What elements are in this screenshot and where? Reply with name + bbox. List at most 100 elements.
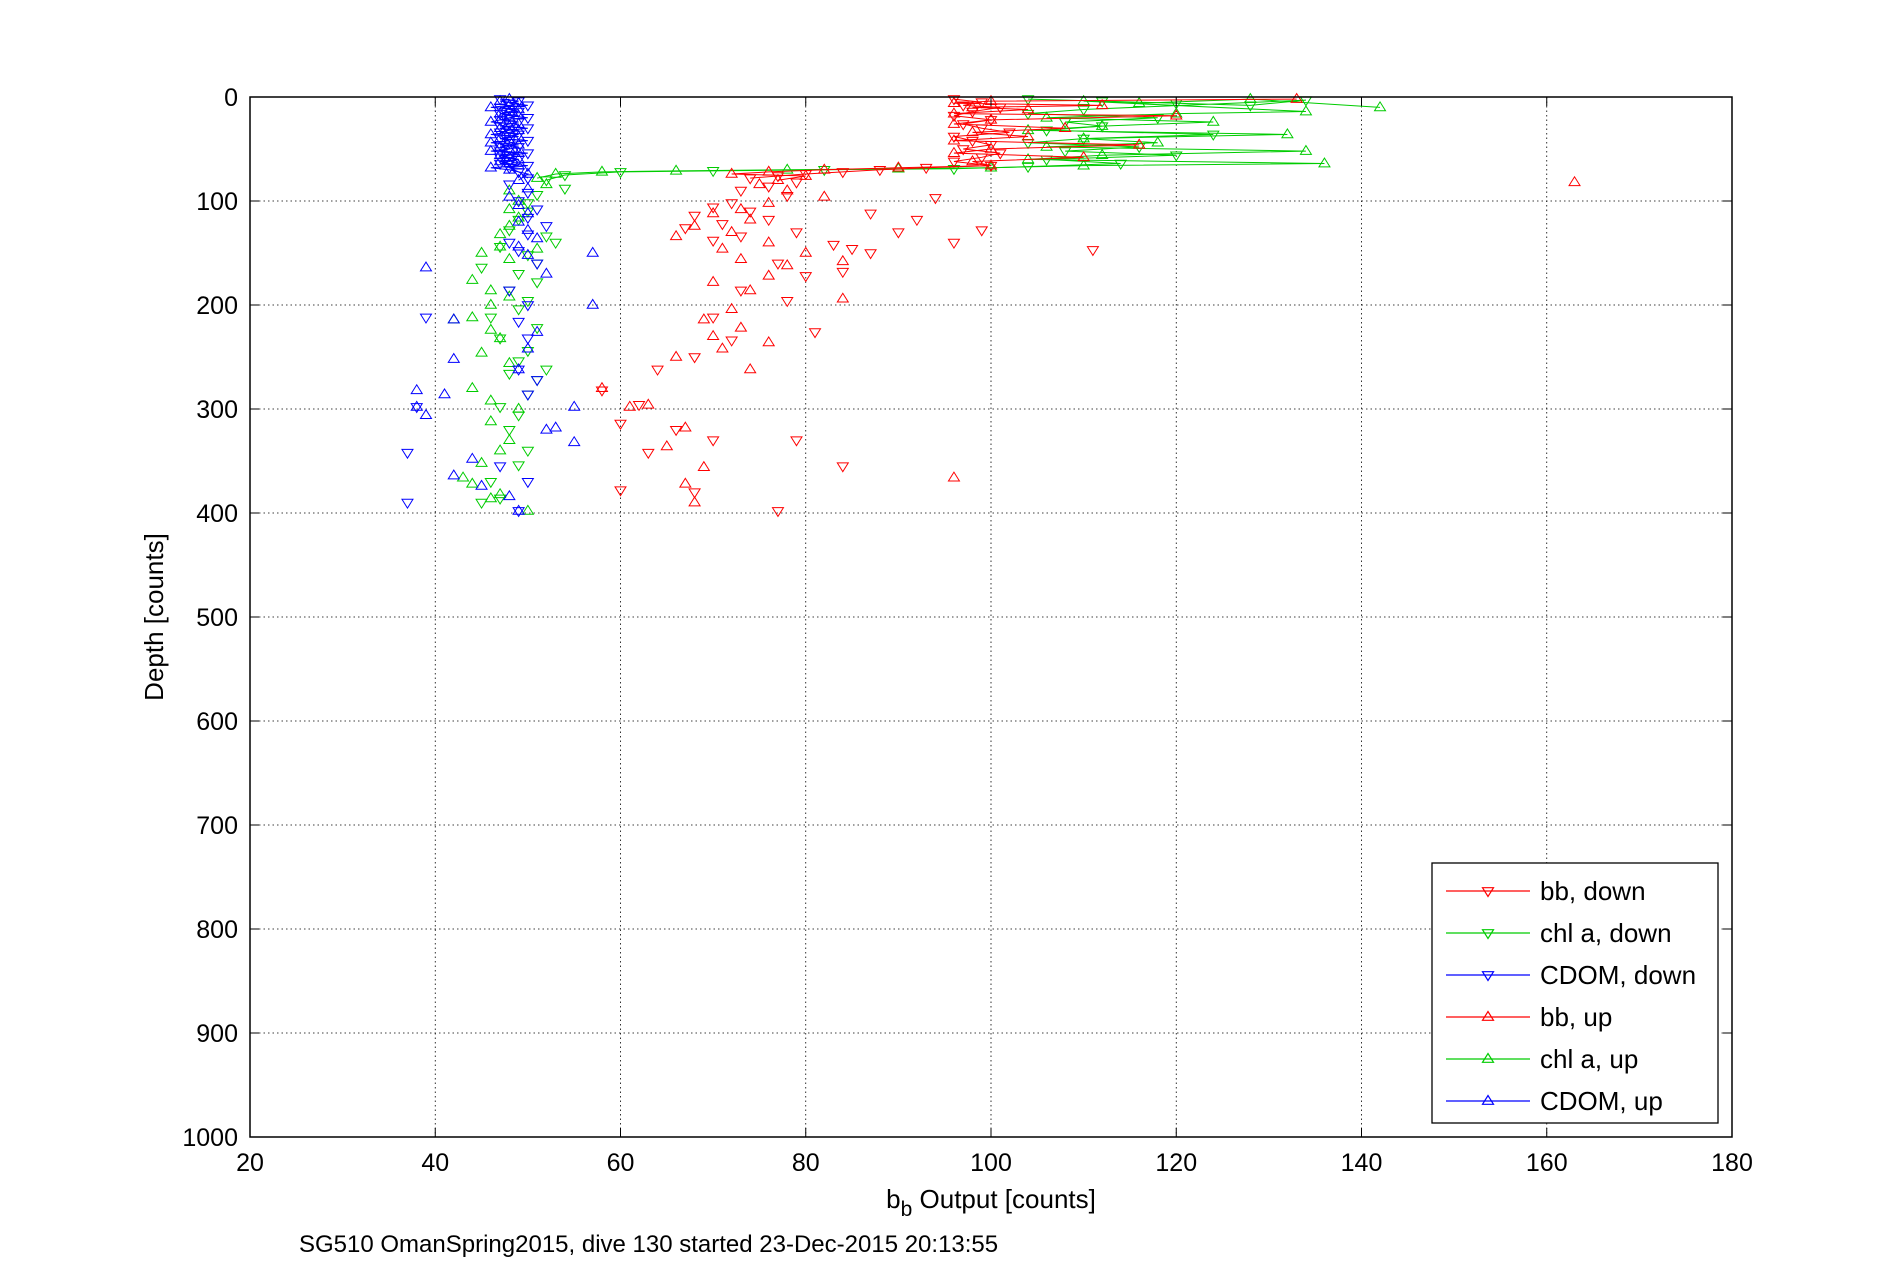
- data-point: [512, 146, 526, 157]
- data-point: [530, 231, 544, 243]
- data-point: [688, 219, 702, 230]
- data-point: [827, 240, 840, 252]
- data-point: [521, 446, 535, 458]
- data-point: [706, 313, 720, 324]
- data-point: [1021, 123, 1035, 135]
- data-point: [502, 180, 516, 191]
- data-point: [512, 402, 526, 413]
- data-point: [743, 283, 757, 295]
- data-point: [651, 365, 664, 376]
- data-point: [512, 461, 526, 472]
- data-point: [502, 190, 516, 201]
- data-point: [706, 203, 720, 214]
- data-point: [799, 246, 813, 257]
- data-point: [743, 207, 757, 218]
- data-point: [512, 159, 526, 170]
- data-point: [484, 283, 498, 295]
- data-point: [771, 507, 785, 518]
- y-axis-label: Depth [counts]: [139, 533, 169, 701]
- data-point: [1299, 144, 1313, 155]
- series-bb-up: [595, 92, 1581, 507]
- data-point: [743, 363, 757, 374]
- data-point: [1169, 107, 1183, 118]
- data-point: [484, 323, 498, 334]
- data-point: [623, 400, 637, 411]
- data-point: [549, 421, 563, 432]
- data-point: [966, 136, 979, 148]
- legend-marker: [1481, 929, 1495, 940]
- data-point: [688, 211, 702, 223]
- data-point: [521, 301, 535, 312]
- y-tick-label: 900: [196, 1020, 238, 1048]
- data-point: [891, 161, 905, 172]
- data-point: [817, 190, 831, 201]
- data-point: [706, 436, 720, 447]
- data-point: [1077, 159, 1091, 170]
- data-point: [521, 101, 535, 112]
- data-point: [706, 207, 720, 218]
- series-line: [731, 98, 1297, 181]
- data-point: [641, 398, 655, 409]
- y-tick-label: 100: [196, 188, 238, 216]
- data-point: [1003, 128, 1016, 139]
- data-point: [475, 479, 488, 490]
- data-point: [836, 168, 850, 179]
- y-tick-label: 800: [196, 916, 238, 944]
- data-point: [521, 149, 535, 160]
- data-point: [1095, 98, 1109, 110]
- data-point: [947, 164, 961, 176]
- x-axis-label-subscript: b: [901, 1198, 913, 1221]
- data-point: [1021, 103, 1035, 114]
- data-point: [493, 94, 507, 105]
- data-point: [1132, 96, 1146, 108]
- data-point: [512, 270, 526, 281]
- data-point: [521, 342, 535, 353]
- data-point: [502, 356, 516, 368]
- data-point: [641, 448, 655, 460]
- data-point: [780, 259, 794, 270]
- data-point: [734, 321, 748, 332]
- data-point: [706, 329, 720, 340]
- data-point: [447, 469, 461, 480]
- x-tick-label: 120: [1155, 1149, 1197, 1177]
- y-tick-label: 1000: [182, 1124, 238, 1152]
- legend: bb, down chl a, down CDOM, down bb, up chl a…: [1431, 862, 1719, 1124]
- data-point: [539, 267, 553, 278]
- data-point: [484, 478, 498, 489]
- data-point: [530, 376, 544, 387]
- data-point: [521, 390, 535, 401]
- data-point: [743, 213, 757, 224]
- data-point: [1243, 92, 1257, 103]
- data-point: [1206, 115, 1220, 126]
- data-point: [512, 357, 526, 368]
- data-point: [790, 178, 803, 189]
- data-point: [410, 383, 424, 395]
- data-point: [493, 242, 507, 254]
- data-point: [780, 163, 794, 174]
- series-cdom-up: [410, 92, 600, 515]
- data-point: [549, 167, 563, 178]
- data-point: [530, 205, 544, 216]
- data-point: [410, 403, 424, 414]
- data-point: [1077, 150, 1091, 162]
- x-axis-label-rest: Output [counts]: [912, 1184, 1096, 1214]
- data-point: [734, 252, 748, 264]
- data-point: [502, 163, 516, 174]
- data-point: [521, 114, 535, 125]
- data-point: [530, 190, 544, 202]
- data-point: [465, 452, 479, 463]
- y-tick-label: 300: [196, 396, 238, 424]
- data-point: [539, 177, 553, 189]
- data-point: [512, 504, 526, 515]
- data-point: [567, 435, 581, 447]
- data-point: [493, 462, 507, 473]
- data-point: [706, 236, 720, 247]
- data-point: [512, 96, 526, 108]
- data-point: [678, 477, 692, 488]
- data-point: [521, 182, 535, 193]
- data-point: [549, 238, 563, 250]
- data-point: [836, 462, 850, 473]
- data-point: [521, 207, 535, 218]
- legend-item: CDOM, down: [1446, 960, 1696, 990]
